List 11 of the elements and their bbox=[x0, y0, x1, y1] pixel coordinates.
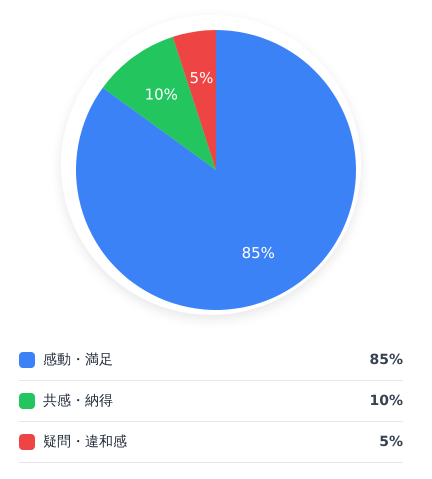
data-label: 10% bbox=[144, 86, 178, 104]
legend-label: 感動・満足 bbox=[43, 351, 113, 369]
legend-label: 共感・納得 bbox=[43, 392, 113, 410]
legend-label: 疑問・違和感 bbox=[43, 433, 127, 451]
pie-slice bbox=[102, 36, 216, 170]
data-label: 5% bbox=[190, 69, 214, 88]
text: 10% bbox=[369, 393, 403, 409]
text: 85% bbox=[369, 352, 403, 368]
pie-slice bbox=[76, 30, 356, 310]
data-label: 85% bbox=[242, 244, 275, 262]
text: 5% bbox=[379, 434, 403, 450]
